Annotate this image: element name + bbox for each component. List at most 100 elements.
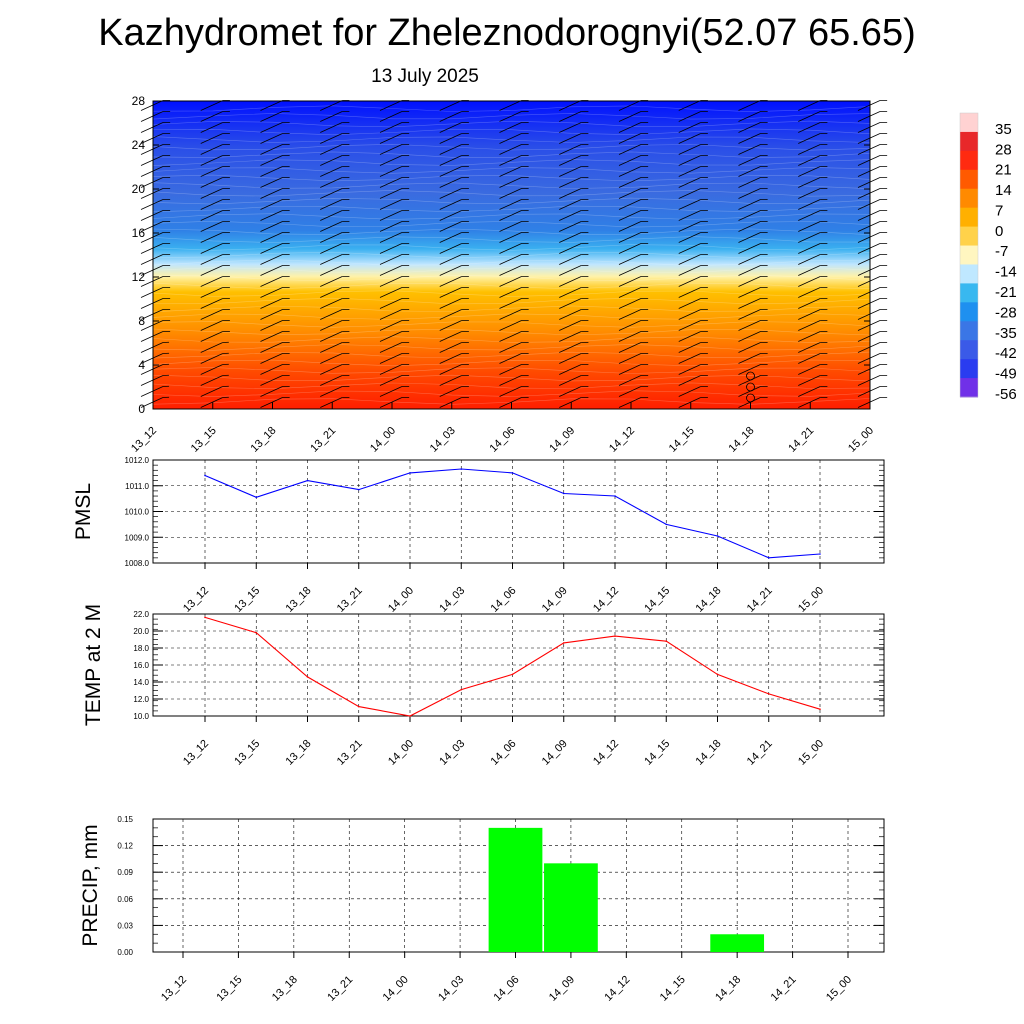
x-tick-label: 13_21 [335,585,365,615]
wind-barb [678,353,701,364]
colorbar-swatch [960,245,978,265]
wind-barb [320,243,343,254]
wind-barb [200,221,223,232]
colorbar-label: 21 [995,162,1012,179]
wind-barb [200,166,223,177]
x-tick-label: 14_00 [386,738,416,768]
wind-barb [738,133,761,144]
wind-barb [439,353,462,364]
wind-barb [140,188,164,199]
wind-barb [200,177,223,188]
wind-barb [499,100,522,111]
wind-barb [379,243,403,254]
wind-barb [559,166,582,177]
wind-barb [320,254,343,265]
contour-line [152,113,871,120]
wind-barb [559,331,582,342]
data-point [306,479,309,482]
wind-barb [379,188,403,199]
calm-circle [746,382,755,392]
wind-barb [857,199,881,210]
wind-barb [499,265,522,276]
x-tick-label: 14_09 [547,425,577,455]
wind-barb [140,199,164,210]
wind-barb [559,243,582,254]
x-tick-label: 14_09 [547,974,577,1004]
data-point [562,642,565,644]
wind-barb [260,276,283,287]
x-tick-label: 14_00 [368,425,398,455]
wind-barb [260,254,283,265]
wind-barb [738,232,761,243]
colorbar-swatch [960,321,978,341]
wind-barb [559,111,582,122]
wind-barb [499,276,522,287]
x-tick-label: 14_12 [607,425,637,455]
wind-barb [379,177,403,188]
wind-barb [200,386,223,397]
wind-barb [200,287,223,298]
wind-barb [140,254,164,265]
contour-line [152,213,871,220]
wind-barb [559,199,582,210]
x-tick-label: 15_00 [824,974,854,1004]
wind-barb [200,100,223,111]
wind-barb [678,386,701,397]
wind-barb [140,320,164,331]
contour-line [152,136,871,143]
y-tick-label: 10.0 [133,712,149,721]
wind-barb [140,287,164,298]
wind-barb [857,122,881,133]
wind-barb [140,331,164,342]
wind-barb [140,111,164,122]
contour-line [152,205,871,213]
precip-bar [710,934,765,952]
wind-barb [857,210,881,221]
wind-barb [678,188,701,199]
wind-barb [678,320,701,331]
wind-barb [200,375,223,386]
wind-barb [559,397,582,408]
wind-barb [499,210,522,221]
wind-barb [678,155,701,166]
contour-line [152,336,871,343]
x-tick-label: 14_18 [694,585,724,615]
wind-barb [320,298,343,309]
wind-barb [499,375,522,386]
wind-barb [798,386,821,397]
y-tick-label: 1010.0 [125,508,150,517]
colorbar-swatch [960,378,978,398]
wind-barb [678,111,701,122]
wind-barb [738,353,761,364]
colorbar-label: 28 [995,141,1012,158]
wind-barb [678,276,701,287]
wind-barb [798,265,821,276]
wind-barb [798,111,821,122]
wind-barb [559,100,582,111]
data-point [819,708,821,710]
wind-barb [320,177,343,188]
wind-barb [379,298,403,309]
data-point [204,474,206,477]
contour-line [152,228,871,235]
wind-barb [439,155,462,166]
wind-barb [320,111,343,122]
wind-barb [857,397,881,408]
y-tick-label: 0.00 [117,948,133,957]
wind-barb [738,111,761,122]
wind-barb [857,188,881,199]
wind-barb [260,166,283,177]
wind-barb [260,177,283,188]
contour-line [152,274,871,282]
data-point [460,688,463,691]
wind-barb [320,100,343,111]
wind-barb [678,243,701,254]
wind-barb [200,133,223,144]
wind-barb [618,100,642,111]
wind-barb [798,133,821,144]
wind-barb [379,353,403,364]
wind-barb [140,309,164,320]
wind-barb [320,320,343,331]
contour-line [152,267,871,274]
colorbar: 35 28 21 14 7 0 -7 -14 -21 -28 -35 -42 -49 -56 [959,112,1017,403]
